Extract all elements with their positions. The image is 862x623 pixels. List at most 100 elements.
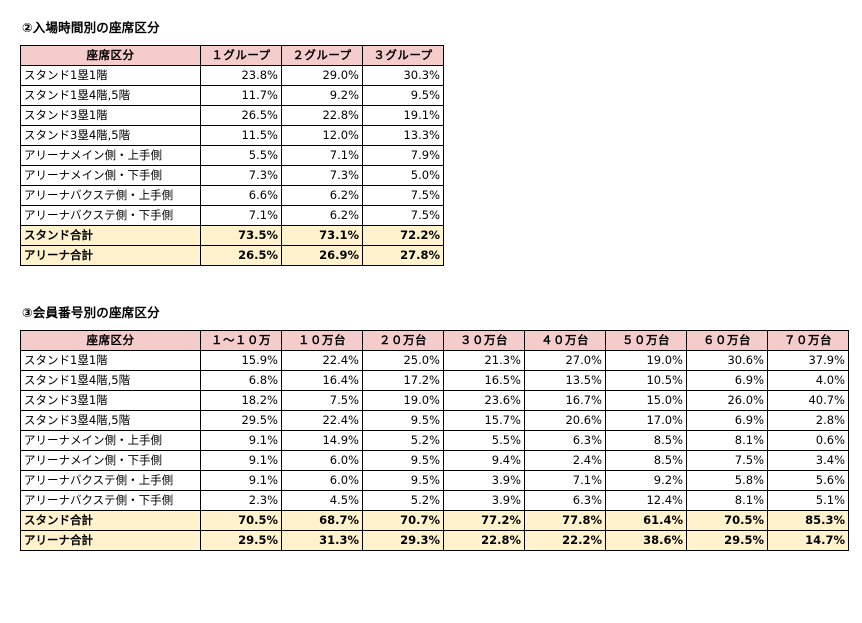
percentage-cell: 12.0% bbox=[281, 125, 363, 146]
percentage-cell: 27.0% bbox=[524, 350, 606, 371]
percentage-cell: 23.8% bbox=[200, 65, 282, 86]
percentage-cell: 7.5% bbox=[362, 185, 444, 206]
table-row: スタンド1塁4階,5階 11.7% 9.2% 9.5% bbox=[20, 85, 444, 106]
percentage-cell: 9.4% bbox=[443, 450, 525, 471]
percentage-cell: 6.0% bbox=[281, 470, 363, 491]
percentage-cell: 6.9% bbox=[686, 410, 768, 431]
percentage-cell: 5.5% bbox=[200, 145, 282, 166]
row-label: スタンド3塁1階 bbox=[20, 390, 201, 411]
percentage-cell: 9.5% bbox=[362, 410, 444, 431]
percentage-cell: 16.4% bbox=[281, 370, 363, 391]
header-row: 座席区分 １～１０万 １０万台 ２０万台 ３０万台 ４０万台 ５０万台 ６０万台 ７０万台 bbox=[20, 330, 849, 351]
percentage-cell: 2.3% bbox=[200, 490, 282, 511]
percentage-cell: 15.9% bbox=[200, 350, 282, 371]
table-row: アリーナメイン側・下手側 7.3% 7.3% 5.0% bbox=[20, 165, 444, 186]
percentage-cell: 7.1% bbox=[200, 205, 282, 226]
column-header-group: １０万台 bbox=[281, 330, 363, 351]
percentage-cell: 16.7% bbox=[524, 390, 606, 411]
row-label: アリーナバクステ側・下手側 bbox=[20, 205, 201, 226]
row-label: アリーナバクステ側・上手側 bbox=[20, 185, 201, 206]
table-row: アリーナバクステ側・下手側 7.1% 6.2% 7.5% bbox=[20, 205, 444, 226]
percentage-cell: 26.5% bbox=[200, 245, 282, 266]
percentage-cell: 5.0% bbox=[362, 165, 444, 186]
percentage-cell: 9.2% bbox=[605, 470, 687, 491]
percentage-cell: 13.5% bbox=[524, 370, 606, 391]
row-label: スタンド1塁4階,5階 bbox=[20, 85, 201, 106]
percentage-cell: 72.2% bbox=[362, 225, 444, 246]
total-row: アリーナ合計 29.5% 31.3% 29.3% 22.8% 22.2% 38.6% 29.5… bbox=[20, 530, 849, 551]
column-header-group: ３０万台 bbox=[443, 330, 525, 351]
percentage-cell: 3.9% bbox=[443, 490, 525, 511]
percentage-cell: 7.5% bbox=[686, 450, 768, 471]
percentage-cell: 38.6% bbox=[605, 530, 687, 551]
percentage-cell: 77.8% bbox=[524, 510, 606, 531]
table-row: スタンド3塁4階,5階 29.5% 22.4% 9.5% 15.7% 20.6% 17.0%… bbox=[20, 410, 849, 431]
percentage-cell: 8.1% bbox=[686, 430, 768, 451]
percentage-cell: 6.2% bbox=[281, 185, 363, 206]
percentage-cell: 5.2% bbox=[362, 430, 444, 451]
percentage-cell: 10.5% bbox=[605, 370, 687, 391]
percentage-cell: 9.1% bbox=[200, 430, 282, 451]
percentage-cell: 68.7% bbox=[281, 510, 363, 531]
percentage-cell: 16.5% bbox=[443, 370, 525, 391]
row-label: アリーナメイン側・上手側 bbox=[20, 145, 201, 166]
percentage-cell: 25.0% bbox=[362, 350, 444, 371]
percentage-cell: 8.5% bbox=[605, 450, 687, 471]
percentage-cell: 8.5% bbox=[605, 430, 687, 451]
percentage-cell: 19.0% bbox=[605, 350, 687, 371]
percentage-cell: 26.5% bbox=[200, 105, 282, 126]
percentage-cell: 29.3% bbox=[362, 530, 444, 551]
percentage-cell: 9.1% bbox=[200, 470, 282, 491]
percentage-cell: 14.9% bbox=[281, 430, 363, 451]
percentage-cell: 7.5% bbox=[281, 390, 363, 411]
percentage-cell: 7.9% bbox=[362, 145, 444, 166]
percentage-cell: 37.9% bbox=[767, 350, 849, 371]
row-label: アリーナメイン側・下手側 bbox=[20, 450, 201, 471]
percentage-cell: 22.4% bbox=[281, 350, 363, 371]
column-header-group: ６０万台 bbox=[686, 330, 768, 351]
percentage-cell: 7.3% bbox=[281, 165, 363, 186]
percentage-cell: 7.1% bbox=[281, 145, 363, 166]
total-row: アリーナ合計 26.5% 26.9% 27.8% bbox=[20, 245, 444, 266]
percentage-cell: 3.9% bbox=[443, 470, 525, 491]
column-header-group: ７０万台 bbox=[767, 330, 849, 351]
percentage-cell: 6.0% bbox=[281, 450, 363, 471]
percentage-cell: 5.6% bbox=[767, 470, 849, 491]
table-row: アリーナメイン側・下手側 9.1% 6.0% 9.5% 9.4% 2.4% 8.5% 7.5%… bbox=[20, 450, 849, 471]
row-label: アリーナ合計 bbox=[20, 530, 201, 551]
row-label: スタンド3塁4階,5階 bbox=[20, 125, 201, 146]
percentage-cell: 22.2% bbox=[524, 530, 606, 551]
row-label: アリーナバクステ側・下手側 bbox=[20, 490, 201, 511]
column-header-seat-category: 座席区分 bbox=[20, 330, 201, 351]
percentage-cell: 6.2% bbox=[281, 205, 363, 226]
row-label: アリーナメイン側・下手側 bbox=[20, 165, 201, 186]
percentage-cell: 26.9% bbox=[281, 245, 363, 266]
row-label: アリーナバクステ側・上手側 bbox=[20, 470, 201, 491]
header-row: 座席区分 １グループ ２グループ ３グループ bbox=[20, 45, 444, 66]
percentage-cell: 7.1% bbox=[524, 470, 606, 491]
percentage-cell: 7.5% bbox=[362, 205, 444, 226]
percentage-cell: 29.5% bbox=[686, 530, 768, 551]
total-row: スタンド合計 70.5% 68.7% 70.7% 77.2% 77.8% 61.4% 70.5… bbox=[20, 510, 849, 531]
seat-table-entry-time: 座席区分 １グループ ２グループ ３グループ スタンド1塁1階 23.8% 29.0% 30.… bbox=[20, 45, 444, 266]
seat-table-member-number: 座席区分 １～１０万 １０万台 ２０万台 ３０万台 ４０万台 ５０万台 ６０万台 ７０万台 スタン… bbox=[20, 330, 849, 551]
table-row: アリーナメイン側・上手側 5.5% 7.1% 7.9% bbox=[20, 145, 444, 166]
column-header-group: １～１０万 bbox=[200, 330, 282, 351]
percentage-cell: 77.2% bbox=[443, 510, 525, 531]
percentage-cell: 29.0% bbox=[281, 65, 363, 86]
column-header-group: １グループ bbox=[200, 45, 282, 66]
percentage-cell: 4.0% bbox=[767, 370, 849, 391]
row-label: スタンド3塁4階,5階 bbox=[20, 410, 201, 431]
percentage-cell: 73.5% bbox=[200, 225, 282, 246]
column-header-group: ５０万台 bbox=[605, 330, 687, 351]
percentage-cell: 6.8% bbox=[200, 370, 282, 391]
percentage-cell: 6.3% bbox=[524, 430, 606, 451]
percentage-cell: 6.9% bbox=[686, 370, 768, 391]
percentage-cell: 17.2% bbox=[362, 370, 444, 391]
percentage-cell: 8.1% bbox=[686, 490, 768, 511]
percentage-cell: 5.8% bbox=[686, 470, 768, 491]
percentage-cell: 9.1% bbox=[200, 450, 282, 471]
percentage-cell: 5.5% bbox=[443, 430, 525, 451]
percentage-cell: 2.4% bbox=[524, 450, 606, 471]
percentage-cell: 2.8% bbox=[767, 410, 849, 431]
